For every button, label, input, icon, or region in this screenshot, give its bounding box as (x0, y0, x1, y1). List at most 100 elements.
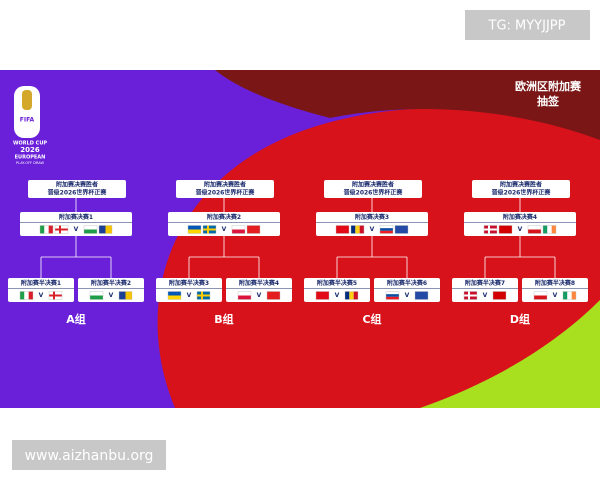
versus: V (74, 226, 79, 233)
flag (380, 225, 393, 229)
flag-border (39, 225, 54, 234)
flag-border (167, 291, 182, 300)
flag-border (492, 291, 507, 300)
versus: V (109, 292, 114, 299)
flag (238, 295, 251, 300)
flag-border (463, 291, 478, 300)
poster: 欧洲区附加赛 抽签 FIFA WORLD CUP 2026 EUROPEAN P… (0, 70, 600, 408)
flag-border (527, 225, 542, 234)
match-title: 附加赛决赛1 (59, 213, 93, 221)
flag-border (19, 291, 34, 300)
flag (499, 225, 512, 234)
match-title: 附加赛决赛2 (207, 213, 241, 221)
flag (484, 228, 497, 231)
flag (84, 225, 97, 230)
match-title: 附加赛决赛3 (355, 213, 389, 221)
flag-border (335, 225, 350, 234)
flag-border (89, 291, 104, 300)
flag (493, 291, 506, 300)
flag (551, 225, 556, 234)
versus: V (39, 292, 44, 299)
winner-text: 晋级2026世界杯正赛 (48, 189, 108, 197)
match-title: 附加赛半决赛5 (317, 279, 357, 287)
versus: V (335, 292, 340, 299)
flag (543, 225, 548, 234)
poster-title: 欧洲区附加赛 (515, 79, 582, 93)
group-label: D组 (510, 312, 530, 326)
flag (20, 291, 25, 300)
flag-border (315, 291, 330, 300)
versus: V (257, 292, 262, 299)
flag (267, 291, 280, 300)
flag (380, 228, 393, 231)
flag (48, 225, 53, 234)
flag (188, 229, 201, 234)
flag (380, 230, 393, 234)
winner-box (472, 180, 570, 198)
flag (90, 295, 103, 300)
flag (49, 294, 62, 297)
flag (168, 291, 181, 296)
flag (316, 291, 329, 300)
flag (534, 291, 547, 296)
flag-border (498, 225, 513, 234)
versus: V (553, 292, 558, 299)
poster-subtitle: 抽签 (537, 94, 560, 108)
flag (247, 225, 260, 234)
flag-border (385, 291, 400, 300)
flag (528, 229, 541, 234)
logo-brand: FIFA (20, 117, 35, 124)
logo-line: EUROPEAN (15, 155, 46, 161)
flag (528, 225, 541, 230)
logo-line: PLAY-OFF DRAW (16, 161, 44, 165)
logo-shape (14, 86, 40, 138)
flag (40, 225, 45, 234)
flag-border (246, 225, 261, 234)
flag (353, 291, 358, 300)
flag-border (202, 225, 217, 234)
flag (24, 291, 29, 300)
flag-border (98, 225, 113, 234)
flag-border (394, 225, 409, 234)
flag (349, 291, 354, 300)
footer-box (12, 440, 166, 470)
versus: V (222, 226, 227, 233)
match-title: 附加赛决赛4 (503, 213, 537, 221)
winner-text: 附加赛决赛胜者 (204, 181, 246, 189)
flag (197, 294, 210, 297)
flag (571, 291, 576, 300)
flag (359, 225, 364, 234)
flag (534, 295, 547, 300)
flag-border (237, 291, 252, 300)
logo-line: 2026 (20, 146, 40, 154)
match-title: 附加赛半决赛4 (239, 279, 279, 287)
versus: V (405, 292, 410, 299)
flag (355, 225, 360, 234)
flag-border (48, 291, 63, 300)
flag-border (231, 225, 246, 234)
flag (232, 225, 245, 230)
flag (238, 291, 251, 296)
flag-border (562, 291, 577, 300)
logo-line: WORLD CUP (13, 141, 47, 147)
flag (203, 228, 216, 231)
flag (547, 225, 552, 234)
flag (105, 225, 112, 234)
match-title: 附加赛半决赛1 (21, 279, 61, 287)
flag (351, 225, 356, 234)
flag-border (350, 225, 365, 234)
footer-text: www.aizhanbu.org (25, 448, 154, 464)
winner-text: 附加赛决赛胜者 (500, 181, 542, 189)
flag (188, 225, 201, 230)
winner-text: 晋级2026世界杯正赛 (344, 189, 404, 197)
tag-box (465, 10, 590, 40)
flag-border (54, 225, 69, 234)
logo: FIFA WORLD CUP 2026 EUROPEAN PLAY-OFF DR… (13, 86, 47, 165)
group-label: B组 (214, 312, 233, 326)
group-label: A组 (66, 312, 86, 326)
poster-maroon (215, 70, 600, 140)
flag (232, 229, 245, 234)
